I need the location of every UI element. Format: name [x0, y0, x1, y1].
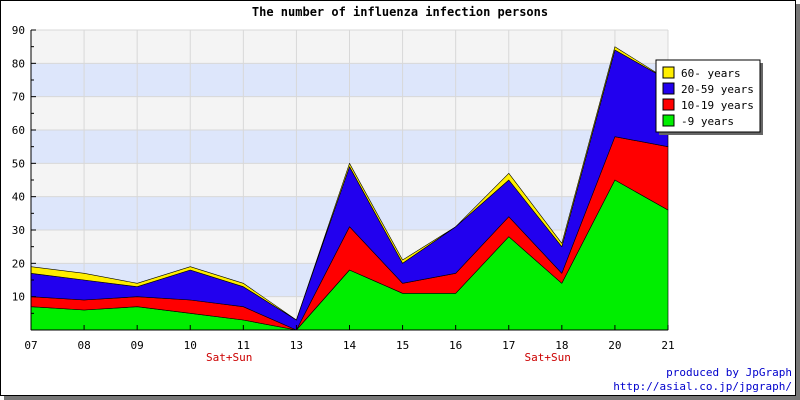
legend-swatch	[662, 114, 675, 127]
y-tick-label: 80	[12, 57, 25, 70]
x-tick-label: 21	[661, 339, 674, 352]
chart-title: The number of influenza infection person…	[252, 5, 548, 19]
area-series-4	[30, 46, 669, 321]
x-tick-label: 11	[237, 339, 250, 352]
credit-line-1: produced by JpGraph	[666, 366, 792, 379]
legend: 60- years 20-59 years 10-19 years -9 years	[655, 59, 763, 135]
weekend-annotation: Sat+Sun	[524, 351, 570, 364]
weekend-annotation: Sat+Sun	[206, 351, 252, 364]
x-tick-label: 09	[131, 339, 144, 352]
legend-swatch	[662, 82, 675, 95]
x-tick-label: 16	[449, 339, 462, 352]
x-annotations: Sat+Sun Sat+Sun	[206, 351, 571, 364]
y-tick-label: 10	[12, 291, 25, 304]
legend-label: 20-59 years	[681, 83, 754, 96]
x-tick-label: 20	[608, 339, 621, 352]
x-tick-label: 17	[502, 339, 515, 352]
stacked-areas	[30, 46, 669, 331]
x-tick-label: 07	[24, 339, 37, 352]
legend-label: 60- years	[681, 67, 741, 80]
x-tick-label: 13	[290, 339, 303, 352]
x-tick-label: 14	[343, 339, 357, 352]
legend-swatch	[662, 98, 675, 111]
x-tick-label: 15	[396, 339, 409, 352]
legend-label: 10-19 years	[681, 99, 754, 112]
y-tick-label: 90	[12, 24, 25, 37]
y-tick-label: 50	[12, 157, 25, 170]
y-tick-label: 30	[12, 224, 25, 237]
y-tick-label: 60	[12, 124, 25, 137]
y-tick-labels: 10 20 30 40 50 60 70 80 90	[12, 24, 36, 314]
y-tick-label: 70	[12, 91, 25, 104]
y-tick-label: 40	[12, 191, 25, 204]
credit-url[interactable]: http://asial.co.jp/jpgraph/	[613, 380, 792, 393]
x-tick-label: 08	[77, 339, 90, 352]
y-tick-label: 20	[12, 257, 25, 270]
x-tick-label: 18	[555, 339, 568, 352]
legend-swatch	[662, 66, 675, 79]
x-tick-labels: 07 08 09 10 11 13 14 15 16 17 18 20 21	[24, 325, 675, 352]
x-tick-label: 10	[184, 339, 197, 352]
legend-label: -9 years	[681, 115, 734, 128]
